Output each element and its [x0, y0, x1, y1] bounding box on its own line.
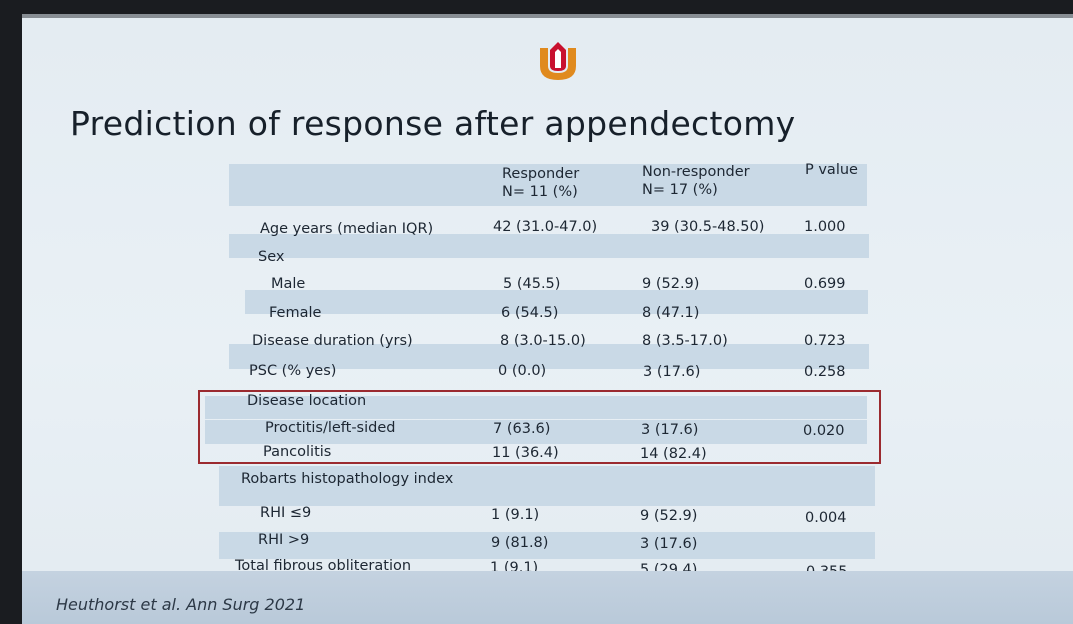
- row-label: Age years (median IQR): [260, 221, 434, 237]
- row-responder: 8 (3.0-15.0): [500, 333, 586, 349]
- row-nonresponder: 8 (3.5-17.0): [642, 333, 728, 349]
- row-responder: 0 (0.0): [498, 363, 547, 379]
- header-responder: Responder N= 11 (%): [502, 165, 579, 201]
- header-responder-title: Responder: [502, 166, 580, 182]
- row-pvalue: 0.004: [805, 510, 847, 526]
- row-label: Male: [271, 276, 306, 292]
- header-nonresponder: Non-responder N= 17 (%): [642, 163, 750, 199]
- presentation-slide: Prediction of response after appendectom…: [22, 14, 1073, 624]
- row-nonresponder: 14 (82.4): [640, 446, 707, 462]
- citation-text: Heuthorst et al. Ann Surg 2021: [56, 595, 306, 614]
- row-nonresponder: 3 (17.6): [641, 422, 699, 438]
- row-label: RHI >9: [258, 532, 310, 548]
- row-band-rhi-gt9: [219, 532, 875, 559]
- row-nonresponder: 9 (52.9): [640, 508, 698, 524]
- row-nonresponder: 3 (17.6): [643, 364, 701, 380]
- row-pvalue: 1.000: [804, 219, 846, 235]
- row-responder: 1 (9.1): [491, 507, 540, 523]
- row-label: Disease duration (yrs): [252, 333, 413, 349]
- row-label: Sex: [258, 249, 285, 265]
- row-nonresponder: 9 (52.9): [642, 276, 700, 292]
- slide-title: Prediction of response after appendectom…: [70, 104, 796, 143]
- row-band-disease-location: [205, 396, 867, 419]
- row-responder: 42 (31.0-47.0): [493, 219, 598, 235]
- row-label: Disease location: [247, 393, 367, 409]
- row-label: Pancolitis: [263, 444, 332, 460]
- row-label: Total fibrous obliteration: [235, 558, 412, 574]
- row-band-robarts: [219, 466, 875, 506]
- row-pvalue: 0.699: [804, 276, 846, 292]
- slide-footer: Heuthorst et al. Ann Surg 2021: [22, 571, 1073, 624]
- row-label: Proctitis/left-sided: [265, 420, 396, 436]
- row-nonresponder: 39 (30.5-48.50): [651, 219, 765, 235]
- disease-location-highlight-box: [198, 390, 881, 464]
- row-responder: 6 (54.5): [501, 305, 559, 321]
- row-band-female: [245, 290, 868, 314]
- row-responder: 5 (45.5): [503, 276, 561, 292]
- row-pvalue: 0.020: [803, 423, 845, 439]
- results-table: Responder N= 11 (%) Non-responder N= 17 …: [198, 162, 881, 584]
- header-band: [229, 164, 867, 206]
- row-responder: 11 (36.4): [492, 445, 559, 461]
- screen-edge: [22, 14, 1073, 18]
- row-label: Robarts histopathology index: [241, 471, 454, 487]
- row-label: RHI ≤9: [260, 505, 312, 521]
- row-pvalue: 0.258: [804, 364, 846, 380]
- header-nonresponder-title: Non-responder: [642, 164, 750, 180]
- tulip-logo-icon: [540, 42, 576, 80]
- header-responder-n: N= 11 (%): [502, 184, 578, 200]
- row-nonresponder: 3 (17.6): [640, 536, 698, 552]
- row-band-psc: [229, 344, 869, 369]
- row-responder: 7 (63.6): [493, 421, 551, 437]
- row-responder: 9 (81.8): [491, 535, 549, 551]
- row-nonresponder: 8 (47.1): [642, 305, 700, 321]
- header-pvalue: P value: [805, 162, 858, 178]
- header-nonresponder-n: N= 17 (%): [642, 182, 718, 198]
- row-band-sex: [229, 234, 869, 258]
- row-label: PSC (% yes): [249, 363, 337, 379]
- row-band-proctitis: [205, 420, 867, 444]
- row-label: Female: [269, 305, 322, 321]
- row-pvalue: 0.723: [804, 333, 846, 349]
